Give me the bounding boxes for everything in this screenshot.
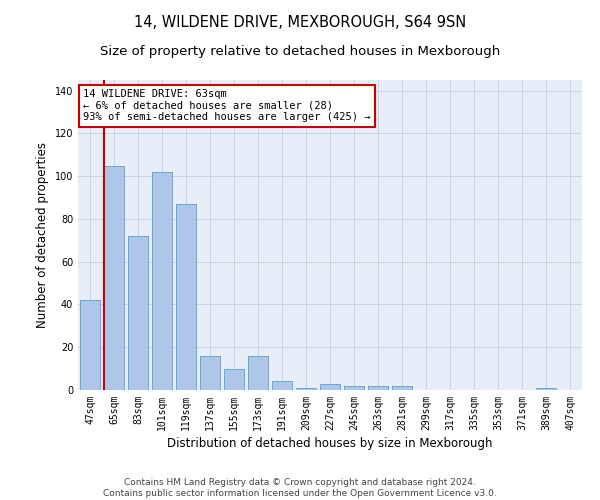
Bar: [128, 236, 148, 390]
Bar: [536, 388, 556, 390]
X-axis label: Distribution of detached houses by size in Mexborough: Distribution of detached houses by size …: [167, 437, 493, 450]
Bar: [248, 356, 268, 390]
Y-axis label: Number of detached properties: Number of detached properties: [36, 142, 49, 328]
Bar: [368, 386, 388, 390]
Bar: [104, 166, 124, 390]
Bar: [200, 356, 220, 390]
Bar: [296, 388, 316, 390]
Text: Contains HM Land Registry data © Crown copyright and database right 2024.
Contai: Contains HM Land Registry data © Crown c…: [103, 478, 497, 498]
Text: Size of property relative to detached houses in Mexborough: Size of property relative to detached ho…: [100, 45, 500, 58]
Text: 14, WILDENE DRIVE, MEXBOROUGH, S64 9SN: 14, WILDENE DRIVE, MEXBOROUGH, S64 9SN: [134, 15, 466, 30]
Bar: [224, 368, 244, 390]
Bar: [152, 172, 172, 390]
Bar: [320, 384, 340, 390]
Bar: [272, 382, 292, 390]
Bar: [344, 386, 364, 390]
Bar: [392, 386, 412, 390]
Bar: [80, 300, 100, 390]
Text: 14 WILDENE DRIVE: 63sqm
← 6% of detached houses are smaller (28)
93% of semi-det: 14 WILDENE DRIVE: 63sqm ← 6% of detached…: [83, 90, 371, 122]
Bar: [176, 204, 196, 390]
